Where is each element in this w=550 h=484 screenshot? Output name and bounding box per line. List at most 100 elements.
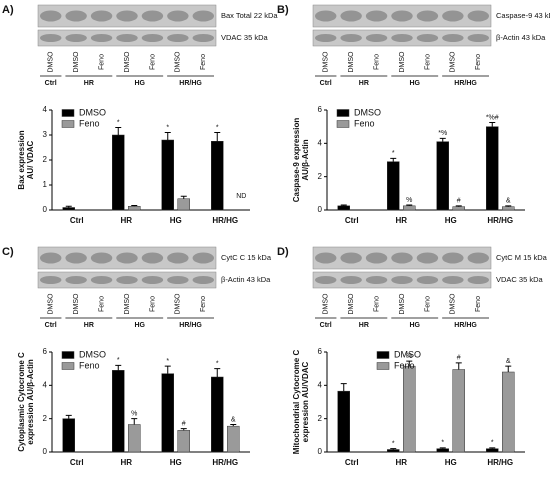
lane-label: DMSO [348,293,355,315]
significance-label: # [457,355,461,362]
blot-band [192,34,215,42]
blot-band [192,252,215,264]
bar [436,141,449,211]
error-bar [230,424,237,427]
bar [403,205,416,211]
lane-label: Feno [98,296,105,312]
significance-label: * [166,358,169,365]
y-tick-label: 0 [318,447,323,456]
significance-label: % [406,353,412,360]
legend-label: DMSO [79,107,106,117]
lane-label: Feno [373,54,380,70]
error-bar [455,205,462,207]
group-label: HR/HG [454,80,477,87]
x-tick-label: HR [120,458,132,467]
panel: B) Caspase-9 43 kDa β-Actin 43 kDa DMSO DMSO… [277,4,550,225]
legend-swatch [61,351,75,359]
y-tick-label: 0 [318,205,323,214]
lane-label: Feno [475,54,482,70]
error-bar [214,132,221,142]
blot-band [391,252,413,264]
error-bar [131,418,138,425]
significance-label: % [131,411,137,418]
lane-label: Feno [200,54,207,70]
legend-swatch [61,120,75,128]
lane-label: Feno [149,54,156,70]
y-tick-label: 6 [318,347,323,356]
error-bar [65,414,72,419]
x-tick-label: Ctrl [70,458,84,467]
legend-swatch [376,351,390,359]
bar [486,448,499,453]
legend-label: Feno [354,118,375,128]
bar [128,424,141,453]
lane-label: DMSO [323,51,330,73]
significance-label: * [392,441,395,448]
blot-band [315,10,337,22]
blot-band [467,276,489,284]
group-label: HG [409,322,420,329]
group-label: Ctrl [45,80,57,87]
blot-band [90,10,113,22]
error-bar [505,205,512,207]
lane-label: Feno [149,296,156,312]
blot-band [65,276,87,284]
bar [387,449,400,453]
y-tick-label: 0 [43,205,48,214]
blot-band-label: CytC C 15 kDa [221,253,272,262]
bar [452,369,465,453]
error-bar [489,447,496,449]
error-bar [65,205,72,208]
significance-label: & [506,198,511,205]
y-axis-label: Bax expression [17,130,26,189]
blot-band [365,276,388,284]
blot-band [116,10,138,22]
blot-band [116,252,138,264]
blot-band-label: β-Actin 43 kDa [496,33,546,42]
blot-band [315,276,337,284]
blot-band [442,252,464,264]
lane-label: DMSO [399,51,406,73]
error-bar [340,383,347,392]
x-tick-label: HG [445,458,457,467]
bar [112,134,125,211]
error-bar [390,448,397,450]
error-bar [439,447,446,449]
blot-band-label: Bax Total 22 kDa [221,11,278,20]
x-tick-label: Ctrl [70,216,84,225]
group-label: HR [359,80,369,87]
blot-band-label: VDAC 35 kDa [221,33,269,42]
bar [387,161,400,211]
x-tick-label: HR [395,216,407,225]
blot-band [141,252,164,264]
significance-label: * [117,357,120,364]
blot-band [141,10,164,22]
bar [112,370,125,453]
significance-label: # [182,421,186,428]
panel-letter: A) [2,4,14,16]
blot-band-label: CytC M 15 kDa [496,253,548,262]
lane-label: DMSO [450,51,457,73]
y-axis-label: Mitochondrial Cytocrome C [292,350,301,455]
blot-band [340,34,362,42]
group-label: Ctrl [45,322,57,329]
error-bar [390,157,397,162]
group-label: HG [134,322,145,329]
legend-swatch [376,362,390,370]
blot-band [65,252,87,264]
blot-band [90,276,113,284]
blot-band [167,34,189,42]
blot-band [315,34,337,42]
blot-band [167,252,189,264]
group-label: HR [84,322,94,329]
y-tick-label: 3 [43,130,48,139]
blot-band [192,10,215,22]
blot-band [416,10,439,22]
y-tick-label: 6 [318,105,323,114]
y-axis-label: expression AU/VDAC [301,361,310,442]
lane-label: Feno [475,296,482,312]
blot-band [141,34,164,42]
x-tick-label: HR/HG [487,458,513,467]
lane-label: DMSO [48,293,55,315]
significance-label: * [491,440,494,447]
